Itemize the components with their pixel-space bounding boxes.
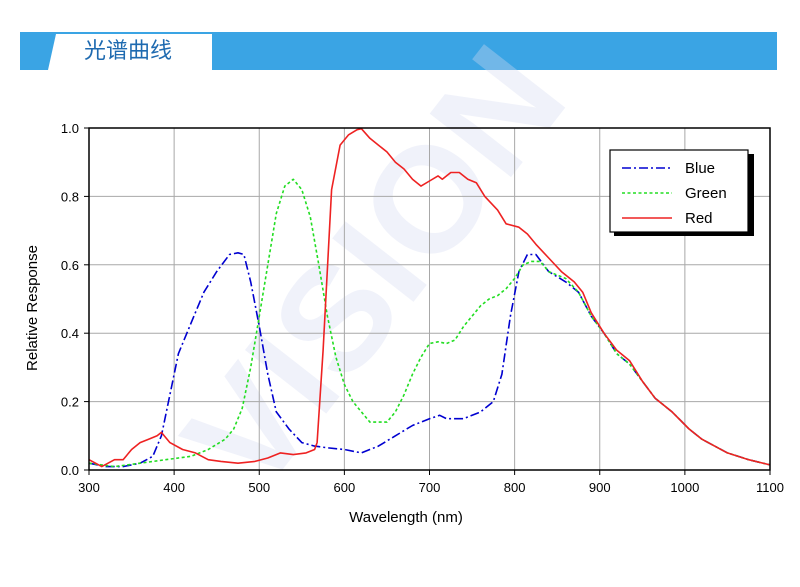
- x-tick-label: 300: [78, 480, 100, 495]
- legend-box: [609, 149, 749, 233]
- x-tick-label: 600: [334, 480, 356, 495]
- series-lines: [88, 127, 771, 468]
- header-title-tab: [48, 34, 212, 70]
- legend: Blue Green Red: [609, 149, 754, 236]
- y-tick-label: 0.2: [61, 395, 79, 410]
- y-tick-label: 0.0: [61, 463, 79, 478]
- plot-frame: [88, 127, 771, 471]
- y-tick-label: 0.6: [61, 258, 79, 273]
- page-title: 光谱曲线: [83, 39, 172, 64]
- legend-label-blue: Blue: [685, 160, 715, 177]
- x-tick-label: 1000: [670, 480, 699, 495]
- y-tick-label: 1.0: [61, 121, 79, 136]
- x-tick-label: 1100: [756, 480, 784, 495]
- y-tick-label: 0.4: [61, 326, 79, 341]
- legend-label-red: Red: [685, 210, 713, 227]
- x-tick-label: 900: [589, 480, 611, 495]
- series-line-red: [88, 127, 771, 468]
- y-axis-label: Relative Response: [24, 245, 41, 371]
- series-line-blue: [88, 252, 771, 468]
- y-tick-label: 0.8: [61, 189, 79, 204]
- x-tick-label: 500: [248, 480, 270, 495]
- x-tick-label: 700: [419, 480, 441, 495]
- legend-label-green: Green: [685, 185, 727, 202]
- x-tick-label: 400: [163, 480, 185, 495]
- x-axis-label: Wavelength (nm): [349, 509, 463, 526]
- x-tick-label: 800: [504, 480, 526, 495]
- y-axis-ticks: 0.0 0.2 0.4 0.6 0.8 1.0: [61, 121, 89, 478]
- x-axis-ticks: 300 400 500 600 700 800 900 1000 1100: [78, 470, 784, 495]
